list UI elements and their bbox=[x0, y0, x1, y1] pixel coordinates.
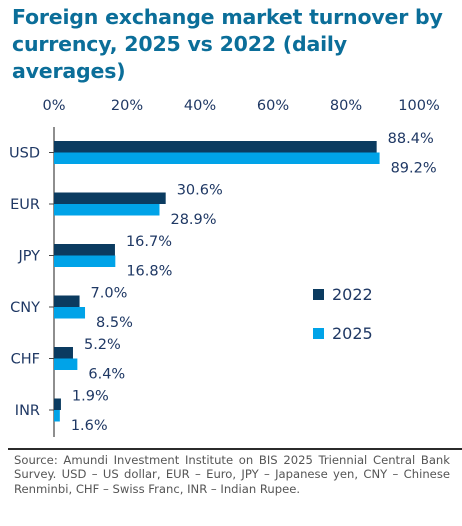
legend-label: 2025 bbox=[332, 324, 373, 343]
bar-chf-2022 bbox=[54, 347, 73, 359]
category-label: USD bbox=[9, 146, 40, 162]
bar-eur-2025 bbox=[54, 204, 160, 216]
legend: 2022 2025 bbox=[313, 285, 373, 343]
data-label: 28.9% bbox=[170, 212, 216, 228]
bar-chf-2025 bbox=[54, 358, 78, 370]
data-label: 8.5% bbox=[96, 315, 133, 331]
x-tick-label: 40% bbox=[184, 98, 216, 114]
x-tick-label: 20% bbox=[111, 98, 143, 114]
x-tick-label: 100% bbox=[398, 98, 439, 114]
data-label: 16.7% bbox=[126, 234, 172, 250]
data-label: 88.4% bbox=[388, 131, 434, 147]
bar-usd-2022 bbox=[54, 141, 377, 153]
data-label: 6.4% bbox=[88, 367, 125, 383]
category-label: CHF bbox=[11, 352, 40, 368]
bar-eur-2022 bbox=[54, 192, 166, 204]
y-axis bbox=[49, 127, 55, 437]
x-tick-label: 80% bbox=[330, 98, 362, 114]
legend-swatch-2022 bbox=[313, 289, 324, 300]
data-label: 1.6% bbox=[71, 418, 108, 434]
x-axis-ticks: 0% 20% 40% 60% 80% 100% bbox=[42, 98, 439, 114]
category-label: INR bbox=[15, 403, 40, 419]
data-label: 1.9% bbox=[72, 389, 109, 405]
category-label: CNY bbox=[10, 300, 40, 316]
bar-series: USD 88.4% 89.2% EUR 30.6% 28.9% JPY 16.7% 16.8% C… bbox=[9, 131, 437, 434]
bar-jpy-2025 bbox=[54, 255, 116, 267]
data-label: 16.8% bbox=[126, 264, 172, 280]
bar-usd-2025 bbox=[54, 152, 380, 164]
legend-swatch-2025 bbox=[313, 328, 324, 339]
data-label: 30.6% bbox=[177, 183, 223, 199]
bar-inr-2025 bbox=[54, 410, 60, 422]
chart-title: Foreign exchange market turnover by curr… bbox=[12, 5, 443, 83]
bar-jpy-2022 bbox=[54, 244, 115, 256]
bar-chart: 0% 20% 40% 60% 80% 100% USD 88.4% 89.2% EUR 30.6%… bbox=[9, 98, 440, 437]
data-label: 7.0% bbox=[91, 286, 128, 302]
legend-label: 2022 bbox=[332, 285, 373, 304]
data-label: 5.2% bbox=[84, 337, 121, 353]
category-label: JPY bbox=[17, 249, 40, 265]
x-tick-label: 60% bbox=[257, 98, 289, 114]
category-label: EUR bbox=[10, 197, 40, 213]
bar-cny-2025 bbox=[54, 307, 86, 319]
source-note: Source: Amundi Investment Institute on B… bbox=[14, 453, 450, 496]
x-tick-label: 0% bbox=[42, 98, 65, 114]
bar-cny-2022 bbox=[54, 295, 80, 307]
source-divider bbox=[8, 448, 462, 450]
bar-inr-2022 bbox=[54, 398, 61, 410]
data-label: 89.2% bbox=[391, 161, 437, 177]
